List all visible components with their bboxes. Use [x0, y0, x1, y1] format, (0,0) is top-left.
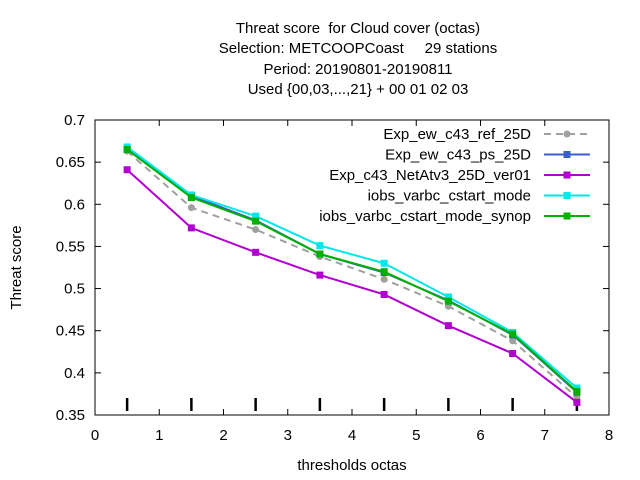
data-point [509, 349, 517, 357]
series-line [126, 148, 578, 393]
title-line-3: Period: 20190801-20190811 [263, 61, 453, 78]
title-line-1: Threat score for Cloud cover (octas) [235, 20, 481, 37]
data-point [380, 259, 388, 267]
data-point [444, 322, 452, 330]
data-point [252, 217, 260, 225]
y-tick-label: 0.5 [64, 281, 85, 298]
data-point [187, 194, 195, 202]
data-point [252, 212, 260, 220]
legend-swatch-marker [563, 151, 571, 158]
x-tick-label: 6 [476, 427, 484, 444]
series-line [126, 150, 578, 399]
legend-label: Exp_ew_c43_ref_25D [383, 126, 531, 143]
y-tick-label: 0.6 [64, 196, 85, 213]
series-line [126, 168, 578, 404]
data-point [123, 166, 131, 174]
x-tick-label: 4 [348, 427, 356, 444]
x-tick-label: 0 [91, 427, 99, 444]
x-tick-label: 3 [284, 427, 292, 444]
y-tick-label: 0.4 [64, 365, 85, 382]
y-tick-label: 0.65 [56, 154, 85, 171]
legend-label: Exp_c43_NetAtv3_25D_ver01 [329, 167, 531, 184]
series-5 [123, 146, 581, 395]
legend-label: iobs_varbc_cstart_mode_synop [319, 208, 531, 225]
legend-swatch-marker [563, 130, 571, 138]
series-1 [123, 147, 581, 401]
x-tick-label: 2 [219, 427, 227, 444]
y-axis-label: Threat score [8, 225, 25, 309]
y-tick-label: 0.55 [56, 238, 85, 255]
series-line [126, 146, 578, 389]
data-point [380, 275, 388, 283]
data-point [123, 146, 131, 153]
data-point [380, 268, 388, 276]
data-point [444, 293, 452, 301]
legend-swatch-marker [563, 212, 571, 220]
data-point [444, 297, 452, 305]
x-tick-label: 1 [155, 427, 163, 444]
title-line-4: Used {00,03,...,21} + 00 01 02 03 [247, 81, 469, 98]
data-point [252, 226, 260, 234]
data-point [380, 290, 388, 298]
legend-label: Exp_ew_c43_ps_25D [385, 147, 531, 164]
y-tick-label: 0.7 [64, 112, 85, 129]
x-tick-label: 7 [541, 427, 549, 444]
series-3 [123, 166, 581, 406]
data-point [187, 204, 195, 212]
legend-swatch-marker [563, 192, 571, 199]
data-point [316, 242, 324, 250]
data-point [573, 398, 581, 406]
legend-label: iobs_varbc_cstart_mode [368, 188, 531, 205]
data-point [252, 248, 260, 256]
x-axis-label: thresholds octas [297, 457, 406, 474]
x-tick-label: 8 [605, 427, 613, 444]
data-point [187, 224, 195, 232]
y-tick-label: 0.45 [56, 323, 85, 340]
y-tick-label: 0.35 [56, 407, 85, 424]
data-point [316, 250, 324, 258]
legend: Exp_ew_c43_ref_25D Exp_ew_c43_ps_25D Exp_c… [319, 126, 590, 225]
title-line-2: Selection: METCOOPCoast 29 stations [218, 40, 498, 57]
data-point [573, 387, 581, 395]
legend-swatch-marker [563, 171, 571, 179]
x-tick-label: 5 [412, 427, 420, 444]
data-point [316, 271, 324, 279]
data-point [509, 330, 517, 338]
data-point [509, 337, 517, 345]
